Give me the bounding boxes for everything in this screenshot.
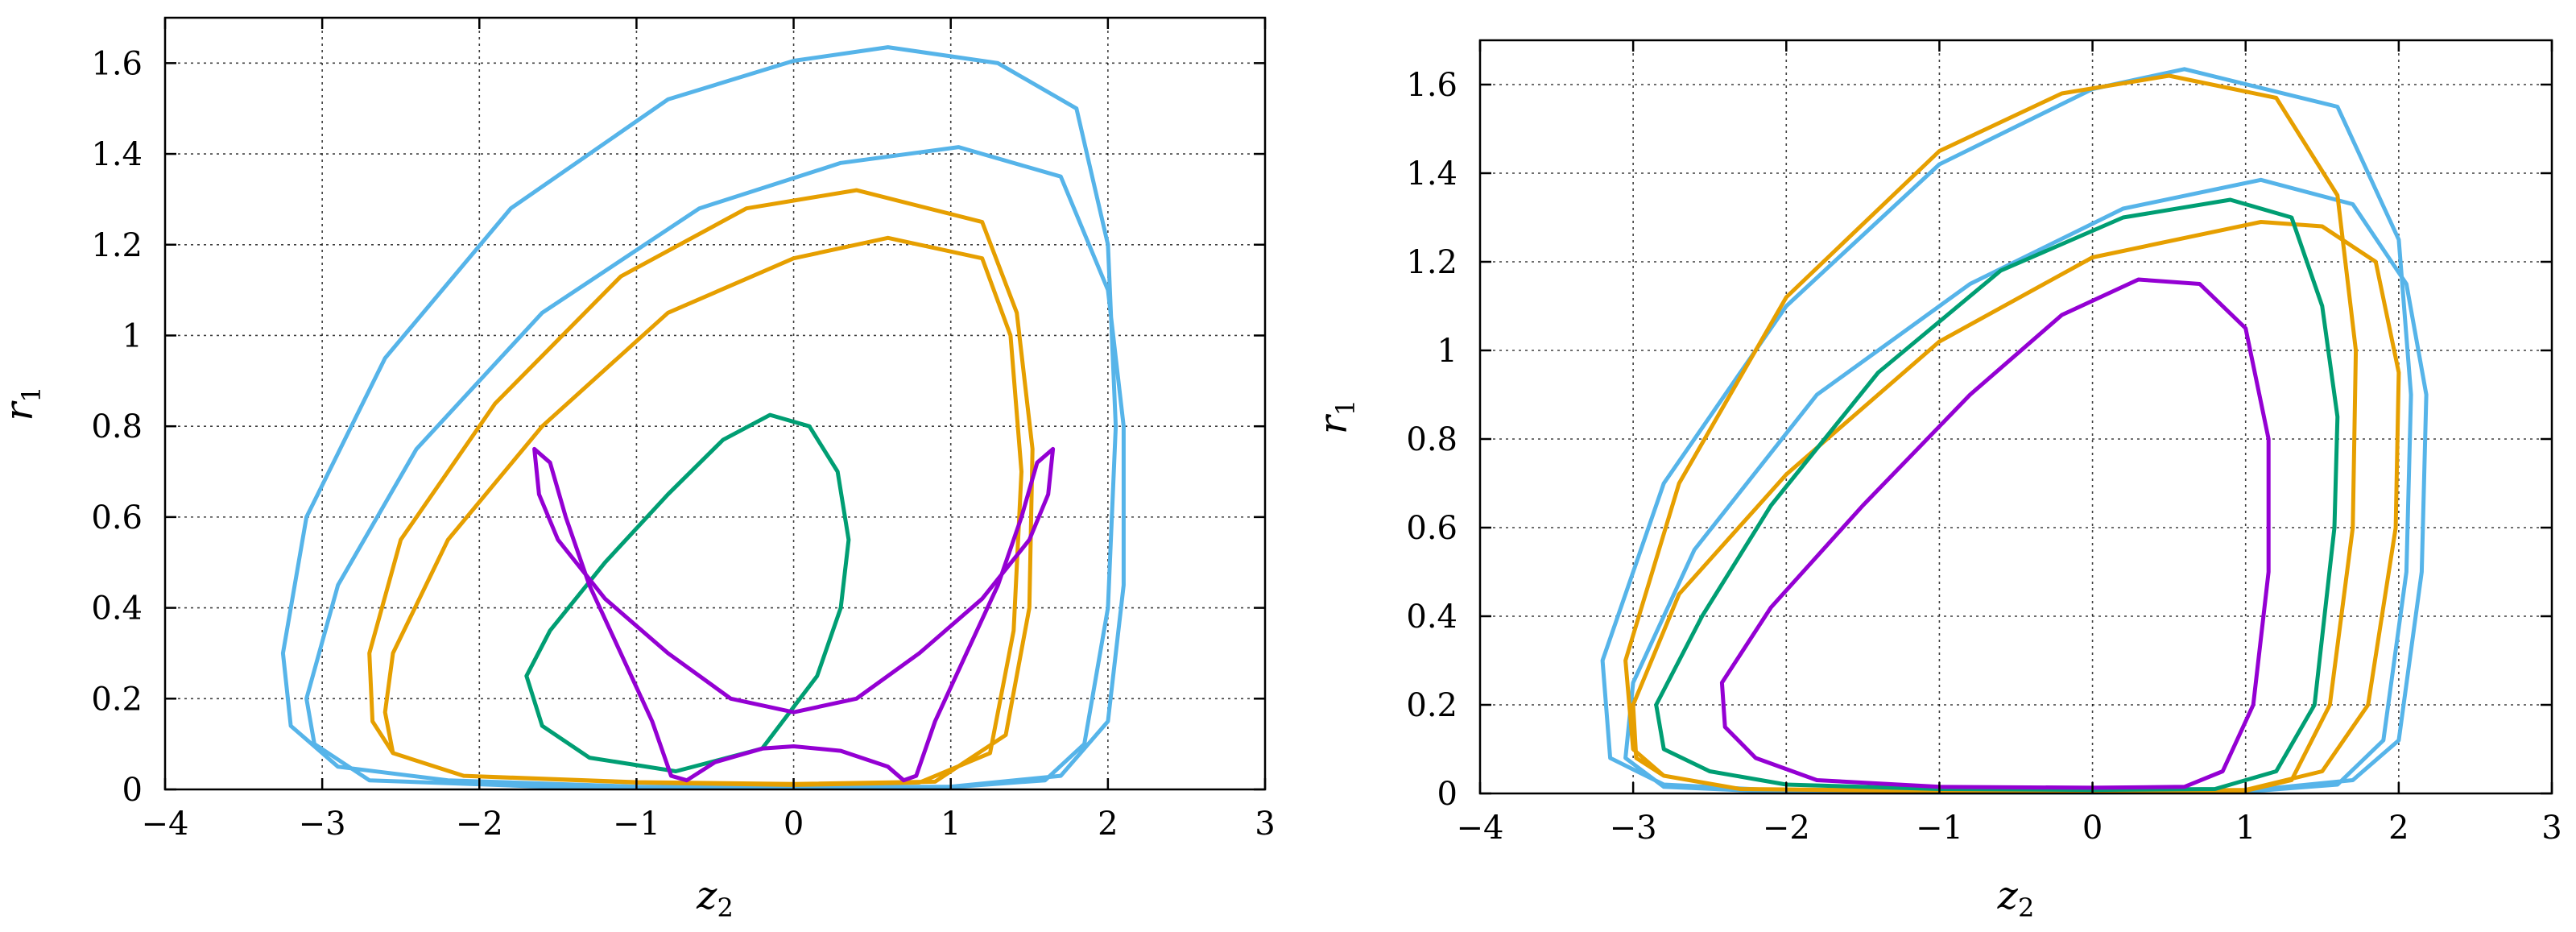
- y-tick-label: 1: [122, 317, 143, 354]
- y-tick-label: 0.6: [1406, 510, 1458, 547]
- x-tick-label: 2: [2388, 810, 2409, 847]
- x-tick-label: −2: [1763, 810, 1810, 847]
- series-curve-2: [367, 188, 1035, 787]
- series-curve-4: [1719, 277, 2271, 790]
- plot-frame: [1478, 39, 2553, 795]
- x-tick-label: −1: [1916, 810, 1963, 847]
- plot-frame: [163, 16, 1267, 791]
- x-tick-label: 3: [2541, 810, 2562, 847]
- y-tick-label: 0: [1437, 776, 1458, 813]
- x-axis-label: z2: [1997, 873, 2035, 923]
- series-curve-2: [1623, 73, 2401, 794]
- series-curve-4: [532, 446, 1056, 783]
- x-tick-label: 3: [1255, 806, 1275, 843]
- y-tick-label: 0.2: [91, 681, 143, 718]
- x-tick-label: 2: [1098, 806, 1118, 843]
- y-tick-label: 1.2: [91, 227, 143, 264]
- x-tick-label: −4: [142, 806, 189, 843]
- y-tick-label: 0.2: [1406, 687, 1458, 724]
- y-tick-label: 1.4: [1406, 155, 1458, 193]
- chart-panel-1: −4 −3 −2 −1 0 1 2 3 0 0.2 0.4 0.6 0.8 1 1.2 1.4 1.6 z2 r1: [0, 16, 1276, 923]
- x-tick-label: 0: [784, 806, 804, 843]
- y-tick-label: 0: [122, 772, 143, 809]
- y-tick-label: 1.6: [1406, 67, 1458, 104]
- x-tick-label: −4: [1457, 810, 1504, 847]
- x-tick-label: 1: [2235, 810, 2256, 847]
- y-tick-label: 0.4: [1406, 599, 1458, 636]
- series-curve-1: [280, 45, 1126, 790]
- y-axis-label: r1: [0, 386, 47, 420]
- y-tick-label: 1.6: [91, 45, 143, 82]
- series-curve-1: [1600, 67, 2429, 795]
- y-tick-label: 0.4: [91, 590, 143, 628]
- y-tick-label: 0.8: [91, 408, 143, 445]
- series-curve-3: [1654, 197, 2340, 793]
- y-tick-label: 1.4: [91, 136, 143, 173]
- y-axis-label: r1: [1311, 400, 1361, 434]
- series-curve-3: [524, 412, 851, 773]
- x-tick-label: −3: [1610, 810, 1657, 847]
- x-tick-label: −2: [456, 806, 503, 843]
- x-tick-label: −3: [299, 806, 346, 843]
- y-tick-label: 1: [1437, 333, 1458, 370]
- x-axis-label: z2: [696, 873, 734, 923]
- x-tick-label: 1: [941, 806, 961, 843]
- x-tick-label: 0: [2082, 810, 2103, 847]
- y-tick-label: 1.2: [1406, 244, 1458, 281]
- y-tick-label: 0.6: [91, 499, 143, 536]
- x-tick-label: −1: [613, 806, 660, 843]
- chart-panel-2: −4 −3 −2 −1 0 1 2 3 0 0.2 0.4 0.6 0.8 1 1.2 1.4 1.6 z2 r1: [1311, 39, 2562, 923]
- y-tick-label: 0.8: [1406, 421, 1458, 458]
